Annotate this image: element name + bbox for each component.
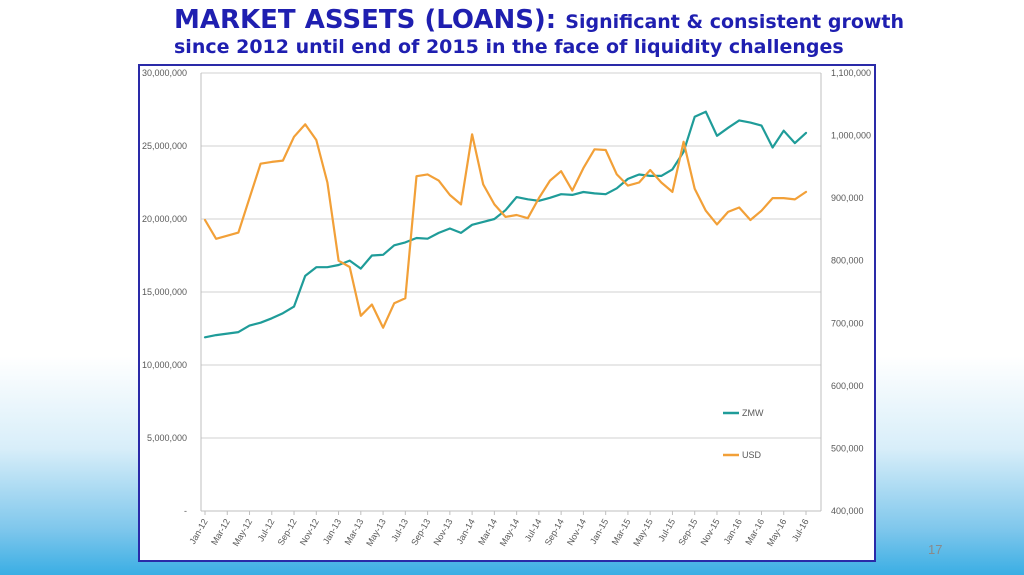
- x-tick-label: May-12: [231, 517, 255, 548]
- x-tick-label: May-14: [498, 517, 522, 548]
- x-tick-label: Jul-12: [256, 517, 277, 543]
- series-layer: [203, 110, 808, 339]
- title-subtitle-inline: Significant & consistent growth: [565, 11, 905, 33]
- axis-layer: - 5,000,000 10,000,000 15,000,000 20,000,000…: [142, 68, 871, 548]
- x-tick-label: Jul-15: [656, 517, 677, 543]
- y-right-tick-label: 800,000: [831, 256, 864, 266]
- y-left-tick-label: 5,000,000: [147, 433, 187, 443]
- x-tick-label: May-13: [364, 517, 388, 548]
- x-tick-label: Jan-15: [588, 517, 610, 546]
- legend-label-usd: USD: [742, 450, 762, 460]
- title-line-1: MARKET ASSETS (LOANS): Significant & con…: [174, 4, 974, 38]
- x-tick-label: Nov-15: [699, 517, 722, 547]
- x-tick-label: Nov-14: [565, 517, 588, 547]
- y-left-tick-label: 15,000,000: [142, 287, 187, 297]
- legend-background: [715, 403, 775, 423]
- x-tick-label: Nov-12: [298, 517, 321, 547]
- x-tick-label: May-16: [765, 517, 789, 548]
- title-main: MARKET ASSETS (LOANS):: [174, 5, 557, 35]
- x-tick-label: Nov-13: [431, 517, 454, 547]
- y-right-tick-label: 1,100,000: [831, 68, 871, 78]
- page-number: 17: [928, 542, 943, 557]
- x-tick-label: Jan-16: [722, 517, 744, 546]
- y-right-tick-label: 400,000: [831, 506, 864, 516]
- x-tick-label: Jul-16: [790, 517, 811, 543]
- x-tick-label: Mar-15: [610, 517, 633, 547]
- y-left-tick-label: -: [184, 506, 187, 516]
- legend-background: [715, 445, 775, 465]
- y-left-tick-label: 25,000,000: [142, 141, 187, 151]
- x-tick-label: May-15: [631, 517, 655, 548]
- y-right-tick-label: 500,000: [831, 443, 864, 453]
- legend-label-zmw: ZMW: [742, 408, 764, 418]
- x-tick-label: Sep-12: [276, 517, 299, 547]
- x-tick-label: Mar-14: [476, 517, 499, 547]
- legend: ZMW USD: [715, 403, 775, 465]
- y-left-tick-label: 20,000,000: [142, 214, 187, 224]
- x-tick-label: Sep-15: [676, 517, 699, 547]
- y-left-tick-label: 10,000,000: [142, 360, 187, 370]
- title-line-2: since 2012 until end of 2015 in the face…: [174, 36, 844, 58]
- x-tick-label: Jan-13: [321, 517, 343, 546]
- line-chart: - 5,000,000 10,000,000 15,000,000 20,000,000…: [142, 68, 871, 548]
- x-tick-label: Jul-14: [523, 517, 544, 543]
- series-line-zmw: [203, 110, 808, 339]
- x-tick-label: Jan-14: [454, 517, 476, 546]
- x-tick-label: Mar-13: [343, 517, 366, 547]
- y-right-tick-label: 600,000: [831, 381, 864, 391]
- x-tick-label: Mar-16: [743, 517, 766, 547]
- x-tick-label: Sep-13: [409, 517, 432, 547]
- x-tick-label: Sep-14: [543, 517, 566, 547]
- y-right-tick-label: 700,000: [831, 318, 864, 328]
- y-right-tick-label: 900,000: [831, 193, 864, 203]
- series-line-usd: [203, 123, 808, 329]
- slide-title: MARKET ASSETS (LOANS): Significant & con…: [174, 4, 974, 58]
- grid-layer: [201, 72, 821, 512]
- x-tick-label: Jul-13: [389, 517, 410, 543]
- x-tick-label: Mar-12: [209, 517, 232, 547]
- x-tick-label: Jan-12: [187, 517, 209, 546]
- y-left-tick-label: 30,000,000: [142, 68, 187, 78]
- chart-frame: - 5,000,000 10,000,000 15,000,000 20,000,000…: [138, 64, 876, 562]
- y-right-tick-label: 1,000,000: [831, 131, 871, 141]
